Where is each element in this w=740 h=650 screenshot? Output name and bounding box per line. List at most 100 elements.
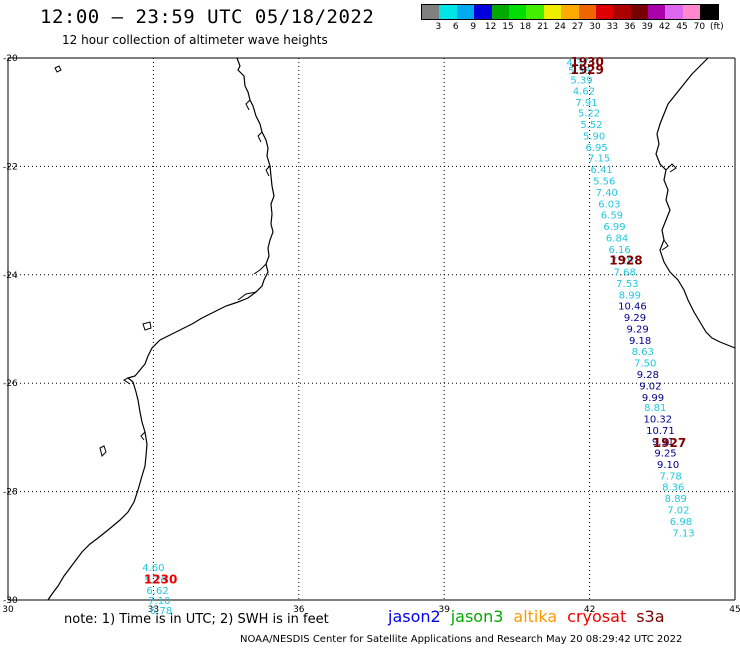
lat-tick-label: -26	[3, 379, 18, 389]
scale-swatch	[613, 5, 631, 19]
swh-value: 7.40	[596, 188, 618, 199]
swh-value: 7.50	[634, 359, 656, 370]
swh-value: 4.37	[566, 58, 588, 69]
lon-tick-label: 33	[148, 605, 159, 615]
coast-detail	[123, 99, 271, 441]
island	[54, 65, 152, 457]
lat-tick-label: -30	[3, 596, 18, 606]
scale-label: 45	[676, 22, 688, 32]
pass-time-label: 1929	[570, 63, 603, 77]
swh-value: 9.28	[637, 370, 659, 381]
scale-label: 18	[519, 22, 532, 32]
swh-value: 7.10	[148, 596, 170, 607]
scale-swatch	[526, 5, 544, 19]
scale-swatch	[578, 5, 596, 19]
scale-swatch	[439, 5, 457, 19]
swh-value: 7.15	[588, 154, 610, 165]
swh-value: 8.36	[662, 483, 684, 494]
scale-label: 39	[641, 22, 653, 32]
swh-value: 6.84	[606, 233, 628, 244]
swh-value: 5.16	[144, 575, 166, 586]
wave-height-color-scale: 3 6 9 12 15 18 21 24 27 30 33 36 39 42 45 70 (ft)	[421, 4, 724, 34]
swh-value: 9.29	[626, 324, 648, 335]
swh-value: 9.18	[629, 336, 651, 347]
swh-value: 6.98	[670, 517, 692, 528]
swh-value: 7.02	[667, 505, 689, 516]
swh-value: 6.62	[146, 586, 168, 597]
scale-swatch	[630, 5, 649, 19]
lon-tick-label: 30	[2, 605, 14, 615]
swh-value: 4.60	[142, 563, 164, 574]
scale-label: 15	[502, 22, 514, 32]
swh-value: 9.99	[642, 393, 664, 404]
pass-time-label: 1928	[609, 254, 642, 268]
swh-value: 9.29	[624, 313, 646, 324]
scale-label: 24	[554, 22, 566, 32]
swh-value: 5.52	[580, 120, 602, 131]
swh-value: 5.90	[583, 132, 605, 143]
scale-swatch	[474, 5, 492, 19]
swh-value: 5.22	[578, 109, 600, 120]
scale-swatch	[543, 5, 562, 19]
gridlines	[7, 57, 736, 601]
scale-label: 33	[606, 22, 619, 32]
swh-value: 8.99	[619, 290, 641, 301]
legend-s3a: s3a	[636, 607, 665, 626]
lon-tick-label: 36	[293, 605, 305, 615]
swh-value: 8.89	[665, 494, 687, 505]
scale-label: 30	[589, 22, 601, 32]
scale-swatch	[456, 5, 475, 19]
swh-value: 9.31	[652, 437, 674, 448]
swh-value: 9.25	[654, 449, 676, 460]
scale-label: 36	[624, 22, 636, 32]
scale-label: 3	[435, 22, 442, 32]
legend-jason2: jason2	[388, 607, 441, 626]
footer-credit: NOAA/NESDIS Center for Satellite Applica…	[240, 634, 683, 645]
scale-label: 12	[484, 22, 497, 32]
page-title: 12:00 – 23:59 UTC 05/18/2022	[40, 6, 375, 28]
color-scale-swatches	[421, 4, 719, 20]
color-scale-labels: 3 6 9 12 15 18 21 24 27 30 33 36 39 42 45 70 (ft)	[421, 20, 724, 34]
madagascar-detail	[661, 163, 677, 251]
lat-tick-label: -28	[3, 488, 18, 498]
swh-value: 8.63	[632, 347, 654, 358]
swh-value: 8.81	[644, 403, 666, 414]
scale-swatch	[491, 5, 509, 19]
swh-value: 7.53	[616, 279, 638, 290]
swh-value: 6.95	[586, 143, 608, 154]
swh-value: 9.10	[657, 460, 679, 471]
swh-value: 7.13	[672, 528, 694, 539]
legend-altika: altika	[513, 607, 558, 626]
swh-value: 6.03	[598, 199, 620, 210]
lon-tick-label: 45	[729, 605, 740, 615]
pass-time-label: 1930	[570, 55, 603, 69]
scale-swatch	[561, 5, 579, 19]
lon-tick-label: 42	[584, 605, 595, 615]
swh-value: 6.41	[591, 165, 613, 176]
scale-swatch	[648, 5, 666, 19]
scale-swatch	[422, 5, 440, 19]
scale-swatch	[508, 5, 527, 19]
madagascar-coastline	[655, 57, 736, 349]
swh-value: 7.91	[575, 98, 597, 109]
swh-value: 9.02	[639, 381, 661, 392]
africa-coastline	[47, 57, 275, 601]
page-subtitle: 12 hour collection of altimeter wave hei…	[62, 33, 328, 47]
scale-swatch	[682, 5, 701, 19]
footer-note: note: 1) Time is in UTC; 2) SWH is in fe…	[64, 612, 329, 627]
swh-value: 4.62	[573, 87, 595, 98]
legend-jason3: jason3	[450, 607, 504, 626]
swh-value: 10.32	[644, 414, 673, 425]
swh-value: 6.16	[608, 245, 630, 256]
legend-cryosat: cryosat	[567, 607, 627, 626]
pass-time-label: 1230	[144, 572, 177, 586]
swh-value: 5.38	[568, 66, 590, 77]
satellite-legend: jason2 jason3 altika cryosat s3a	[388, 607, 675, 626]
scale-swatch	[700, 5, 718, 19]
swh-value: 7.68	[614, 268, 636, 279]
swh-value: 7.78	[660, 471, 682, 482]
pass-time-label: 1927	[653, 436, 686, 450]
swh-value: 7.28	[611, 256, 633, 267]
swh-value: 5.39	[570, 76, 592, 87]
scale-swatch	[665, 5, 683, 19]
